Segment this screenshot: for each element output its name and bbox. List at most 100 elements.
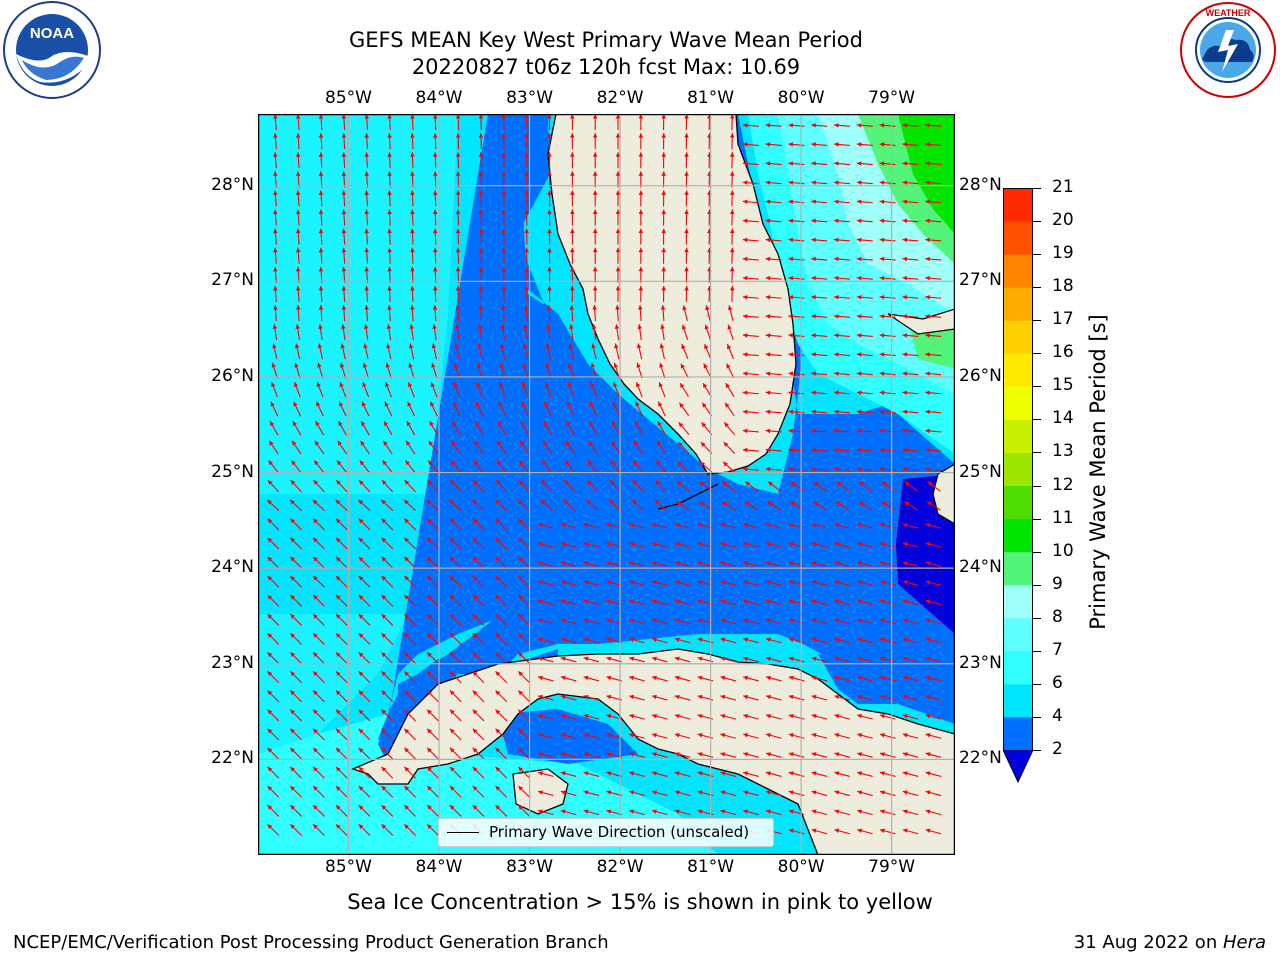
wave-arrow-head (499, 362, 504, 368)
wave-arrow-head (501, 152, 507, 157)
wave-arrow-head (788, 637, 794, 642)
wave-arrow-head (313, 805, 318, 810)
wave-arrow-head (925, 352, 930, 357)
wave-arrow-head (358, 709, 364, 715)
wave-arrow-head (560, 580, 566, 585)
legend-line-sample (447, 832, 479, 833)
wave-arrow-head (720, 752, 726, 757)
wave-arrow-head (720, 542, 726, 547)
wave-arrow-head (788, 390, 794, 396)
wave-arrow-head (697, 675, 703, 681)
noaa-logo-text: NOAA (30, 25, 74, 42)
wave-arrow-head (925, 428, 930, 434)
wave-arrow-head (684, 114, 689, 119)
wave-arrow-head (547, 114, 552, 119)
wave-arrow-head (545, 343, 551, 349)
colorbar-tick (1033, 419, 1041, 421)
wave-arrow-head (455, 190, 461, 195)
wave-arrow-head (335, 786, 341, 791)
colorbar-segment (1003, 584, 1033, 619)
wave-arrow-head (518, 728, 524, 734)
wave-arrow-head (765, 409, 771, 415)
wave-arrow-head (495, 652, 501, 658)
wave-arrow-head (766, 580, 771, 585)
lon-label-top: 85°W (325, 88, 372, 108)
wave-arrow-head (476, 382, 481, 388)
wave-arrow-head (729, 190, 735, 195)
wave-arrow-head (743, 771, 749, 776)
noaa-logo-icon: NOAA (3, 1, 101, 99)
wave-arrow-head (295, 324, 300, 329)
wave-arrow-head (272, 324, 278, 329)
wave-arrow-head (834, 713, 840, 719)
wave-arrow-head (524, 152, 529, 157)
wave-arrow-head (453, 401, 458, 407)
wave-arrow-head (788, 294, 794, 300)
wave-arrow-head (765, 352, 771, 357)
wave-arrow-head (496, 460, 502, 466)
wave-arrow-head (788, 733, 794, 738)
wave-arrow-head (902, 522, 908, 528)
wave-arrow-head (704, 344, 709, 350)
wave-arrow-head (629, 618, 635, 623)
wave-arrow-head (295, 114, 301, 119)
wave-arrow-head (879, 466, 885, 472)
wave-arrow-head (721, 501, 727, 506)
wave-arrow-head (318, 247, 324, 253)
wave-arrow-head (811, 599, 817, 604)
wave-arrow-head (592, 133, 598, 138)
wave-arrow-head (743, 542, 749, 547)
wave-arrow-head (788, 466, 794, 472)
wave-arrow-head (834, 142, 839, 147)
wave-arrow-head (720, 561, 726, 566)
wave-arrow-head (788, 447, 794, 453)
wave-arrow-head (583, 752, 589, 757)
wave-arrow-head (834, 447, 839, 453)
wave-arrow-head (267, 614, 273, 619)
wave-arrow-head (811, 752, 817, 757)
wave-arrow-head (765, 256, 771, 262)
wave-arrow-head (744, 501, 750, 506)
wave-arrow-head (273, 152, 278, 157)
wave-arrow-head (451, 440, 457, 446)
wave-arrow-head (518, 786, 524, 791)
wave-arrow-head (857, 522, 863, 528)
lat-label-left: 27°N (211, 270, 254, 291)
colorbar (1003, 188, 1033, 751)
wave-arrow-head (583, 675, 589, 681)
wave-arrow-head (880, 675, 885, 681)
colorbar-segment (1003, 221, 1033, 255)
wave-arrow-head (472, 690, 478, 696)
wave-arrow-head (273, 133, 278, 138)
lat-label-left: 28°N (211, 174, 254, 195)
wave-arrow-head (406, 440, 411, 446)
wave-arrow-head (678, 442, 683, 447)
wave-arrow-head (433, 285, 438, 291)
wave-arrow-head (472, 805, 478, 810)
wave-arrow-head (267, 652, 273, 658)
wave-arrow-head (904, 501, 910, 506)
wave-arrow-head (520, 440, 525, 446)
wave-arrow-head (925, 256, 930, 262)
wave-arrow-head (267, 575, 273, 581)
wave-arrow-head (570, 133, 575, 138)
wave-arrow-head (834, 599, 840, 604)
wave-arrow-head (583, 771, 589, 776)
wave-arrow-head (295, 133, 301, 138)
wave-arrow-head (697, 637, 703, 642)
wave-arrow-head (501, 305, 506, 310)
colorbar-segment (1003, 485, 1033, 520)
wave-arrow-head (788, 256, 794, 262)
wave-arrow-head (538, 599, 543, 604)
wave-arrow-head (267, 556, 273, 562)
wave-arrow-head (449, 747, 455, 753)
colorbar-segment (1003, 353, 1033, 387)
wave-arrow-head (902, 656, 908, 662)
wave-arrow-head (834, 466, 839, 472)
wave-arrow-head (478, 171, 484, 176)
wave-arrow-head (404, 556, 410, 562)
wave-arrow-head (501, 133, 507, 138)
wave-arrow-head (902, 161, 908, 166)
wave-arrow-head (834, 790, 840, 795)
wave-arrow-head (720, 694, 726, 700)
